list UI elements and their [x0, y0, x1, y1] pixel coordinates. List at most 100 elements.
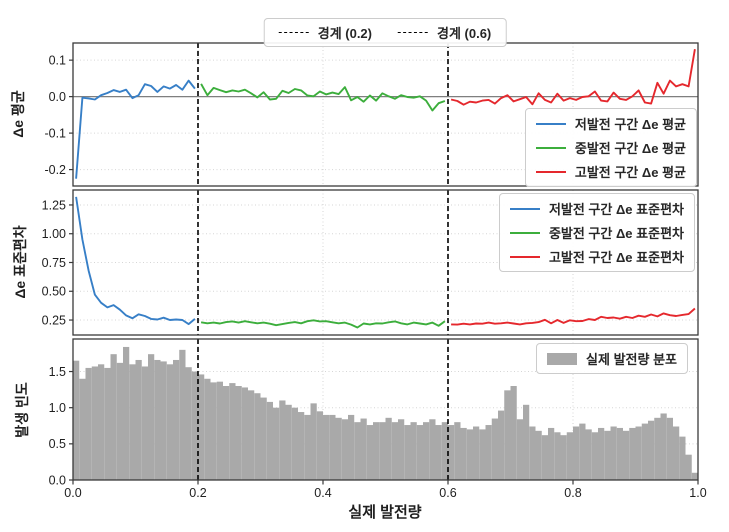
hist-bar	[416, 425, 423, 480]
hist-bar	[685, 454, 692, 480]
hist-panel-ylabel: 발생 빈도	[14, 382, 30, 438]
std-legend-label-mid: 중발전 구간 Δe 표준편차	[548, 226, 684, 241]
y-tick-label: 0.50	[42, 285, 66, 299]
hist-bar	[404, 425, 411, 480]
hist-bar	[673, 426, 680, 480]
x-tick-label: 0.0	[64, 486, 81, 500]
hist-bar	[529, 426, 536, 480]
hist-bar	[91, 366, 98, 480]
hist-bar	[260, 397, 267, 480]
hist-bar	[110, 354, 117, 480]
hist-bar	[73, 360, 80, 480]
boundary-legend-label-02: 경계 (0.2)	[317, 26, 372, 41]
std-panel-ylabel: Δe 표준편차	[12, 225, 28, 299]
hist-bar	[454, 422, 461, 480]
hist-bar	[254, 393, 261, 480]
hist-bar	[104, 367, 111, 480]
hist-bar	[279, 400, 286, 480]
hist-bar	[541, 435, 548, 480]
mean-legend-item-high: 고발전 구간 Δe 평균	[535, 162, 686, 181]
high-series-line	[450, 49, 696, 106]
y-tick-label: 1.00	[42, 227, 66, 241]
mid-series-line	[200, 319, 446, 329]
hist-bar	[216, 381, 223, 480]
hist-bar	[598, 427, 605, 480]
mean-legend-item-low: 저발전 구간 Δe 평균	[535, 114, 686, 133]
x-tick-label: 0.8	[564, 486, 581, 500]
hist-bar	[191, 371, 198, 480]
hist-bar	[504, 390, 511, 480]
hist-bar	[148, 354, 155, 480]
hist-bar	[679, 436, 686, 480]
hist-bar	[610, 426, 617, 480]
hist-bar	[179, 349, 186, 480]
std-legend-item-high: 고발전 구간 Δe 표준편차	[509, 247, 684, 266]
hist-bar	[548, 427, 555, 480]
hist-bar	[316, 411, 323, 480]
hist-bar	[298, 412, 305, 480]
hist-bar	[285, 404, 292, 480]
hist-bar	[479, 429, 486, 480]
green-line-icon	[535, 146, 566, 149]
hist-bar	[473, 426, 480, 480]
mean-legend-label-high: 고발전 구간 Δe 평균	[574, 165, 686, 180]
hist-bar	[485, 425, 492, 480]
std-legend: 저발전 구간 Δe 표준편차 중발전 구간 Δe 표준편차 고발전 구간 Δe …	[498, 193, 695, 272]
std-legend-item-mid: 중발전 구간 Δe 표준편차	[509, 223, 684, 242]
green-line-icon	[509, 231, 540, 234]
hist-bar	[410, 422, 417, 480]
std-legend-label-low: 저발전 구간 Δe 표준편차	[548, 202, 684, 217]
panel-frame	[72, 338, 699, 481]
hist-bar	[341, 419, 348, 480]
hist-bar	[291, 407, 298, 480]
hist-bar	[366, 425, 373, 480]
hist-bar	[210, 382, 217, 480]
hist-bar	[160, 361, 167, 480]
hist-bar	[560, 435, 567, 480]
hist-bar	[379, 422, 386, 480]
hist-bar	[154, 359, 161, 480]
y-tick-label: 1.5	[49, 365, 66, 379]
y-tick-label: 0.1	[49, 54, 66, 68]
hist-bar	[510, 386, 517, 480]
hist-bar	[85, 367, 92, 480]
std-legend-label-high: 고발전 구간 Δe 표준편차	[548, 250, 684, 265]
hist-bar	[623, 430, 630, 480]
hist-bar	[691, 472, 698, 480]
mean-panel-ylabel: Δe 평균	[10, 90, 26, 138]
high-series-line	[451, 307, 696, 326]
dashed-line-icon	[278, 32, 309, 33]
hist-bar	[391, 422, 398, 480]
hist-bar	[448, 425, 455, 480]
y-tick-label: 0.5	[49, 437, 66, 451]
hist-bar	[354, 422, 361, 480]
hist-bar	[398, 419, 405, 480]
y-tick-label: -0.1	[44, 126, 66, 140]
y-tick-label: 0.0	[49, 90, 66, 104]
hist-bar	[429, 419, 436, 480]
hist-bar	[166, 364, 173, 480]
hist-bar	[523, 404, 530, 480]
hist-bar	[591, 432, 598, 480]
hist-bar	[385, 417, 392, 480]
hist-bar	[129, 364, 136, 480]
hist-legend: 실제 발전량 분포	[536, 343, 688, 374]
low-series-line	[75, 79, 196, 179]
hist-bar	[635, 426, 642, 480]
hist-bar	[579, 423, 586, 480]
x-tick-label: 1.0	[689, 486, 706, 500]
hist-bar	[491, 418, 498, 480]
hist-bar	[98, 364, 105, 480]
hist-bar	[198, 374, 205, 480]
hist-bar	[135, 359, 142, 480]
hist-bar	[266, 401, 273, 480]
hist-bar	[573, 426, 580, 480]
x-tick-label: 0.2	[189, 486, 206, 500]
mid-series-line	[200, 83, 446, 112]
hist-bar	[116, 362, 123, 480]
boundary-legend-label-06: 경계 (0.6)	[437, 26, 492, 41]
hist-bar	[535, 430, 542, 480]
hist-bar	[641, 423, 648, 480]
